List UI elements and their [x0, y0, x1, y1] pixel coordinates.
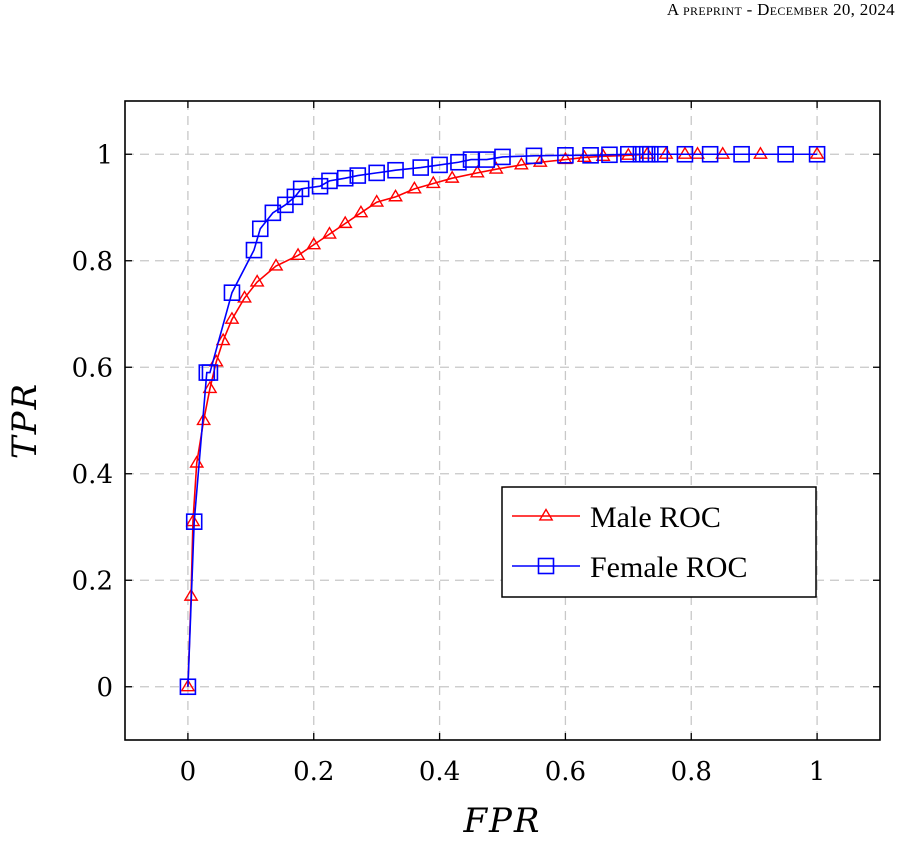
series-1-point-13	[336, 169, 354, 187]
series-1-point-5	[245, 241, 263, 259]
series-0-point-36	[809, 146, 825, 159]
series-0-point-9	[237, 290, 252, 303]
series-0-point-17	[369, 194, 385, 207]
series-1-point-35	[777, 145, 794, 163]
series-1-point-17	[412, 159, 430, 176]
series-1-point-23	[525, 147, 543, 165]
series-1-point-31	[651, 145, 669, 163]
series-1-point-33	[701, 145, 719, 163]
legend-marker-1	[537, 557, 555, 575]
series-0-point-5	[202, 380, 218, 394]
series-1-point-25	[582, 147, 599, 164]
series-0-point-15	[337, 215, 353, 229]
series-1	[179, 145, 826, 696]
series-0-point-27	[576, 149, 592, 163]
series-0-point-20	[425, 175, 441, 189]
series-1-point-16	[387, 161, 404, 179]
chart-grid	[125, 101, 880, 740]
series-1-point-36	[808, 145, 826, 163]
legend-box	[501, 486, 817, 598]
series-0-point-33	[690, 146, 705, 159]
x-tick-label-4: 0.8	[671, 757, 712, 787]
series-line-1	[187, 153, 818, 687]
running-header: A preprint - December 20, 2024	[666, 0, 895, 19]
series-0-point-10	[249, 274, 265, 287]
series-0	[180, 146, 825, 692]
series-1-point-11	[311, 177, 329, 195]
series-1-point-19	[450, 153, 467, 171]
series-0-point-13	[306, 236, 322, 250]
x-tick-label-2: 0.4	[419, 757, 460, 787]
plot-frame	[124, 100, 881, 741]
chart-axes: 0 0.2 0.4 0.6 0.8 1 0 0.2 0.4 0.6 0.8 1 FPR TPR	[5, 100, 881, 841]
series-1-point-27	[620, 145, 637, 163]
series-0-point-16	[353, 204, 369, 218]
series-1-point-14	[349, 167, 367, 184]
y-axis-label: TPR	[5, 382, 45, 459]
x-tick-label-3: 0.6	[545, 757, 586, 787]
series-0-point-8	[224, 311, 240, 324]
series-0-point-11	[268, 258, 284, 271]
series-1-point-22	[494, 148, 511, 166]
series-0-point-2	[185, 513, 201, 527]
y-tick-label-5: 1	[96, 140, 113, 170]
series-0-point-18	[388, 188, 403, 202]
x-axis-label: FPR	[462, 801, 541, 841]
series-1-point-34	[733, 145, 750, 163]
series-0-point-21	[444, 170, 460, 183]
chart-series	[179, 145, 826, 696]
series-0-point-25	[532, 154, 548, 167]
series-1-point-24	[557, 147, 574, 164]
series-0-point-7	[215, 332, 231, 346]
series-1-point-1	[185, 513, 203, 530]
series-0-point-31	[658, 146, 674, 159]
series-0-point-22	[469, 165, 485, 178]
y-tick-label-0: 0	[96, 673, 113, 703]
series-0-point-30	[639, 146, 655, 159]
series-1-point-6	[251, 220, 269, 238]
series-0-point-24	[513, 157, 529, 170]
series-0-point-35	[753, 146, 768, 159]
series-0-point-14	[322, 226, 337, 239]
series-1-point-0	[179, 678, 197, 696]
series-1-point-4	[223, 284, 241, 302]
x-tick-label-0: 0	[180, 757, 197, 787]
y-tick-label-2: 0.4	[72, 460, 113, 490]
series-1-point-15	[368, 164, 385, 182]
x-tick-label-1: 0.2	[293, 757, 334, 787]
series-1-point-26	[601, 146, 618, 164]
series-1-point-10	[292, 180, 310, 198]
series-0-point-12	[290, 247, 306, 261]
y-tick-label-3: 0.6	[72, 353, 113, 383]
legend-marker-0	[538, 508, 554, 521]
series-1-point-32	[676, 145, 694, 163]
series-0-point-0	[180, 678, 196, 692]
legend-label-1: Female ROC	[590, 551, 748, 584]
y-tick-label-4: 0.8	[72, 247, 113, 277]
series-0-point-19	[407, 180, 422, 194]
chart-legend: Male ROC Female ROC	[501, 486, 817, 598]
series-1-point-3	[201, 364, 219, 381]
series-1-point-18	[431, 156, 448, 174]
y-tick-label-1: 0.2	[72, 566, 113, 596]
legend-label-0: Male ROC	[590, 501, 721, 534]
series-0-point-34	[715, 146, 731, 159]
series-line-0	[187, 153, 818, 687]
series-0-point-4	[196, 412, 212, 426]
series-1-point-30	[642, 145, 659, 163]
x-tick-label-5: 1	[809, 757, 826, 787]
series-0-point-32	[677, 146, 693, 159]
